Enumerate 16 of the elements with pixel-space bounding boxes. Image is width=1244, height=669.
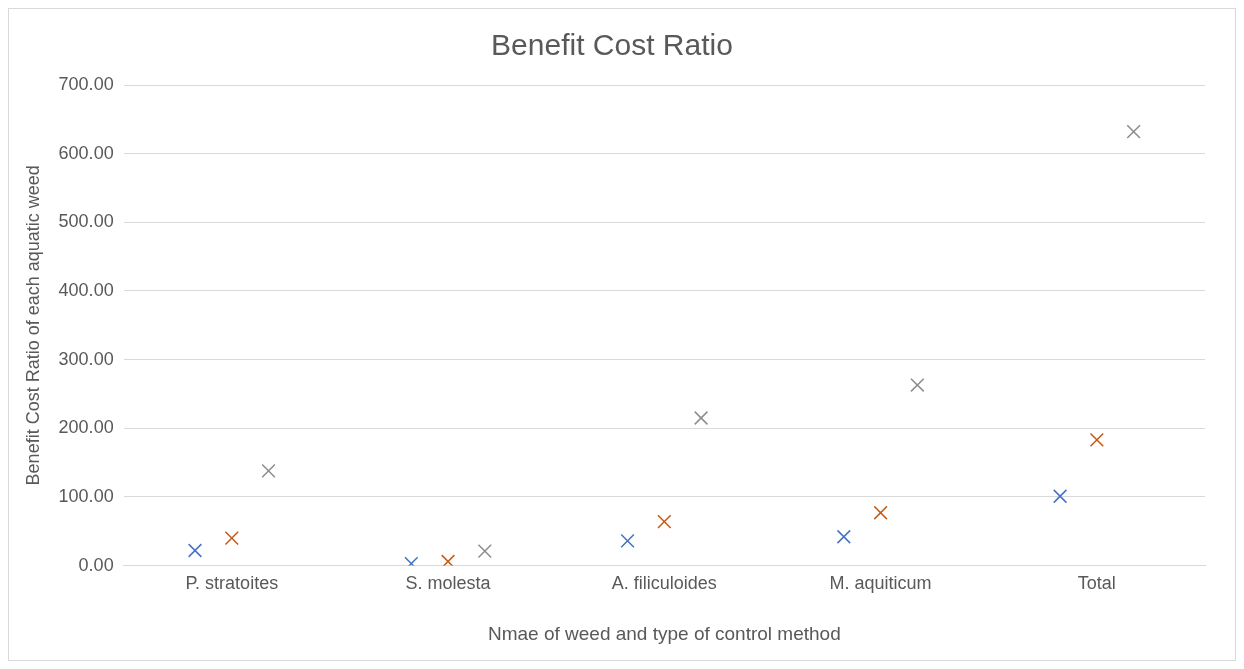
chart-title: Benefit Cost Ratio	[491, 28, 733, 62]
y-tick-label: 0.00	[78, 554, 114, 575]
y-tick-label: 400.00	[58, 279, 114, 300]
x-tick-label: S. molesta	[405, 573, 492, 594]
y-tick-label: 600.00	[58, 142, 114, 163]
x-tick-label: Total	[1077, 573, 1116, 594]
y-axis-title: Benefit Cost Ratio of each aquatic weed	[22, 165, 43, 486]
x-tick-label: M. aquiticum	[829, 573, 932, 594]
x-tick-label: P. stratoites	[185, 573, 279, 594]
y-tick-label: 700.00	[58, 73, 114, 94]
y-tick-label: 500.00	[58, 211, 114, 232]
y-tick-label: 100.00	[58, 485, 114, 506]
y-tick-label: 300.00	[58, 348, 114, 369]
x-axis-title: Nmae of weed and type of control method	[487, 622, 841, 644]
y-tick-label: 200.00	[58, 417, 114, 438]
x-tick-label: A. filiculoides	[611, 573, 717, 594]
